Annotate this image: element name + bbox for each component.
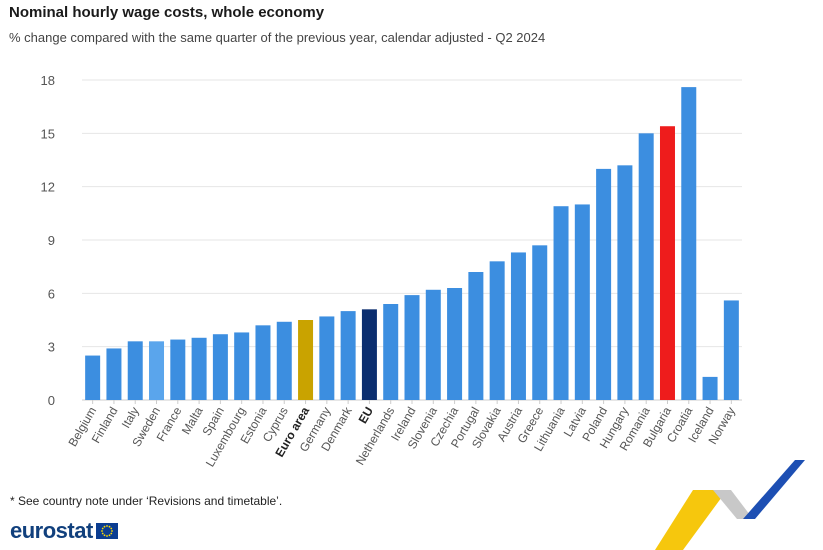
bar-lithuania[interactable] <box>553 206 569 400</box>
bar-sweden[interactable] <box>149 341 165 400</box>
bar-norway[interactable] <box>723 300 739 400</box>
eu-flag-icon <box>95 523 118 539</box>
bar-hungary[interactable] <box>617 165 633 400</box>
bar-romania[interactable] <box>638 133 654 400</box>
eurostat-logo: eurostat <box>10 518 118 544</box>
bar-italy[interactable] <box>127 341 143 400</box>
bar-czechia[interactable] <box>447 288 463 400</box>
bar-euro-area[interactable] <box>298 320 314 400</box>
bar-denmark[interactable] <box>340 311 356 400</box>
y-tick-label: 6 <box>48 286 55 301</box>
bar-eu[interactable] <box>361 309 377 400</box>
x-tick-label: EU <box>356 405 376 426</box>
bar-belgium[interactable] <box>85 355 101 400</box>
bar-latvia[interactable] <box>574 204 590 400</box>
eurostat-swoosh-decoration <box>655 460 805 550</box>
y-tick-label: 12 <box>41 180 55 195</box>
bar-france[interactable] <box>170 339 186 400</box>
bar-spain[interactable] <box>212 334 228 400</box>
bar-cyprus[interactable] <box>276 321 292 400</box>
bar-austria[interactable] <box>510 252 526 400</box>
bar-chart: 0369121518BelgiumFinlandItalySwedenFranc… <box>41 73 742 469</box>
logo-text: eurostat <box>10 518 93 543</box>
chart-subtitle: % change compared with the same quarter … <box>9 30 546 45</box>
bar-poland[interactable] <box>596 168 612 400</box>
bar-croatia[interactable] <box>681 87 697 401</box>
y-tick-label: 9 <box>48 233 55 248</box>
y-tick-label: 0 <box>48 393 55 408</box>
chart-title: Nominal hourly wage costs, whole economy <box>9 4 325 21</box>
bar-luxembourg[interactable] <box>234 332 250 400</box>
bar-netherlands[interactable] <box>383 304 399 400</box>
bar-ireland[interactable] <box>404 295 420 400</box>
bar-germany[interactable] <box>319 316 335 400</box>
y-tick-label: 18 <box>41 73 55 88</box>
y-tick-label: 3 <box>48 340 55 355</box>
bar-finland[interactable] <box>106 348 122 400</box>
bar-iceland[interactable] <box>702 376 718 400</box>
bar-malta[interactable] <box>191 337 207 400</box>
y-tick-label: 15 <box>41 126 55 141</box>
bar-bulgaria[interactable] <box>659 126 675 400</box>
bar-slovakia[interactable] <box>489 261 505 400</box>
bar-estonia[interactable] <box>255 325 271 400</box>
bar-slovenia[interactable] <box>425 289 441 400</box>
footnote: * See country note under ‘Revisions and … <box>10 494 283 508</box>
bar-greece[interactable] <box>532 245 548 400</box>
bar-portugal[interactable] <box>468 272 484 400</box>
